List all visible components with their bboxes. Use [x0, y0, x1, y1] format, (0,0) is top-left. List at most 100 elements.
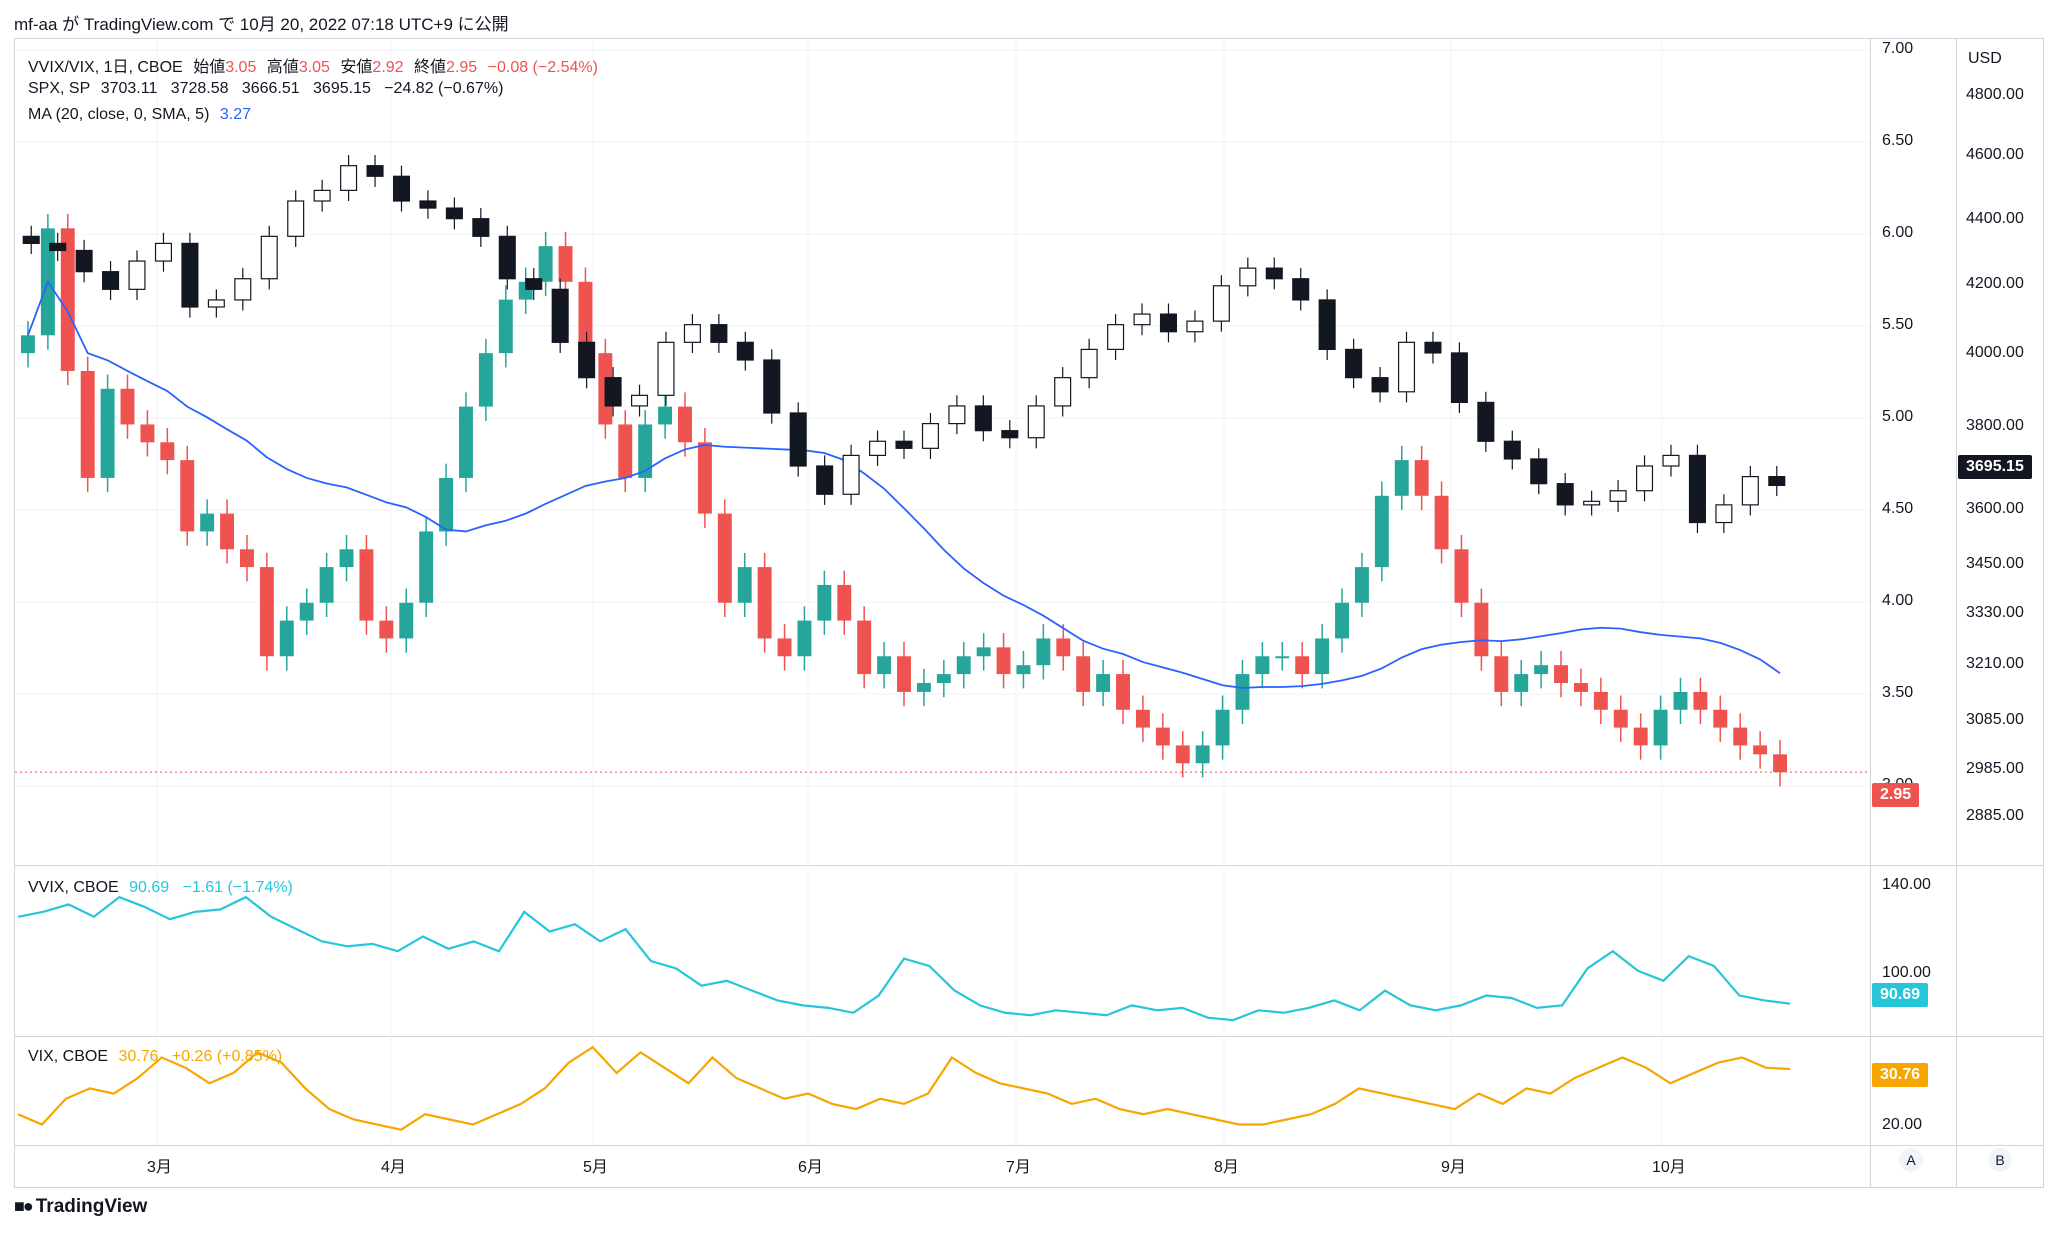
- spx-candle-body: [234, 278, 252, 301]
- ratio-candle-body: [1394, 460, 1409, 496]
- left-price-axis-border: [1870, 38, 1871, 1188]
- ratio-candle-body: [1374, 495, 1389, 568]
- right-tick: 4800.00: [1966, 86, 2024, 103]
- spx-candle-body: [1265, 267, 1283, 280]
- ratio-candle-body: [638, 424, 653, 478]
- left-tick: 6.50: [1882, 132, 1914, 149]
- legend-vix[interactable]: VIX, CBOE 30.76 +0.26 (+0.85%): [28, 1048, 288, 1066]
- spx-candle-body: [604, 377, 622, 407]
- ratio-candle-body: [1713, 709, 1728, 728]
- ratio-candle-body: [717, 513, 732, 603]
- right-tick: 3085.00: [1966, 711, 2024, 728]
- legend-main[interactable]: VVIX/VIX, 1日, CBOE 始値3.05 高値3.05 安値2.92 …: [28, 53, 604, 77]
- spx-candle-body: [1345, 348, 1363, 379]
- auto-scale-button[interactable]: A: [1899, 1148, 1923, 1172]
- vvix-last-price-tag: 90.69: [1872, 983, 1929, 1007]
- spx-candle-body: [1636, 465, 1654, 492]
- month-label: 7月: [1006, 1159, 1031, 1176]
- ratio-candle-body: [1175, 745, 1190, 764]
- ratio-candle-body: [160, 442, 175, 461]
- ratio-candle-body: [1733, 727, 1748, 746]
- legend-spx[interactable]: SPX, SP 3703.11 3728.58 3666.51 3695.15 …: [28, 80, 509, 98]
- ratio-candle-body: [120, 388, 135, 425]
- legend-vvix[interactable]: VVIX, CBOE 90.69 −1.61 (−1.74%): [28, 879, 299, 897]
- spx-candle-body: [102, 271, 120, 290]
- legend-open-value: 3.05: [225, 59, 257, 76]
- spx-candle-body: [551, 288, 569, 343]
- ratio-candle-body: [1056, 638, 1071, 657]
- ratio-candle-body: [200, 513, 215, 532]
- spx-candle-body: [1133, 313, 1151, 326]
- legend-spx-values: 3703.11 3728.58 3666.51 3695.15 −24.82 (…: [100, 80, 504, 97]
- ratio-candle-body: [259, 567, 274, 657]
- month-label: 3月: [147, 1159, 172, 1176]
- settings-b-button[interactable]: B: [1988, 1148, 2012, 1172]
- legend-high-value: 3.05: [298, 59, 330, 76]
- ratio-candle-body: [956, 656, 971, 675]
- spx-candle-body: [22, 235, 40, 244]
- spx-candle-body: [1397, 341, 1416, 393]
- spx-candle-body: [49, 242, 67, 252]
- ratio-candle-body: [20, 335, 35, 354]
- ratio-candle-body: [359, 549, 374, 621]
- spx-candle-body: [128, 260, 146, 290]
- ratio-candle-body: [1255, 656, 1270, 675]
- spx-candle-body: [1186, 320, 1204, 333]
- ratio-candle-body: [1016, 665, 1031, 675]
- spx-candle-body: [789, 412, 807, 467]
- vvix-tick: 100.00: [1882, 964, 1931, 981]
- ratio-candle-body: [1613, 709, 1628, 728]
- legend-close-label: 終値: [414, 59, 447, 76]
- ratio-candle-body: [678, 406, 692, 443]
- ratio-candle-body: [439, 477, 454, 532]
- spx-candle-body: [1450, 352, 1468, 403]
- ratio-candle-body: [1195, 745, 1210, 764]
- right-tick: 4200.00: [1966, 275, 2024, 292]
- legend-ma-value: 3.27: [219, 106, 251, 123]
- ratio-candle-body: [498, 299, 513, 354]
- ratio-candle-body: [1773, 754, 1788, 773]
- ratio-candle-body: [757, 567, 772, 639]
- ratio-candle-body: [578, 281, 593, 354]
- ratio-candle-body: [1573, 683, 1588, 692]
- spx-candle-body: [1107, 324, 1125, 350]
- ratio-candle-body: [239, 549, 254, 568]
- month-label: 8月: [1214, 1159, 1239, 1176]
- time-axis-separator: [14, 1145, 2044, 1146]
- ratio-candle-body: [1335, 602, 1349, 639]
- legend-low-label: 安値: [340, 59, 373, 76]
- left-tick: 7.00: [1882, 40, 1914, 57]
- month-label: 9月: [1441, 1159, 1466, 1176]
- legend-vvix-symbol: VVIX, CBOE: [28, 879, 119, 896]
- month-label: 5月: [583, 1159, 608, 1176]
- pane-separator-1[interactable]: [14, 865, 2044, 866]
- ratio-candle-body: [100, 388, 115, 478]
- pane-separator-2[interactable]: [14, 1036, 2044, 1037]
- spx-candle-body: [1609, 490, 1627, 502]
- spx-candle-body: [1662, 454, 1680, 467]
- spx-candle-body: [1292, 278, 1310, 301]
- ratio-candle-body: [697, 442, 712, 514]
- tradingview-logo[interactable]: ■● TradingView: [14, 1196, 147, 1218]
- right-tick: 3600.00: [1966, 500, 2024, 517]
- spx-candle-body: [763, 359, 781, 414]
- spx-candle-body: [1768, 476, 1786, 487]
- legend-high-label: 高値: [266, 59, 299, 76]
- publisher-line: mf-aa が TradingView.com で 10月 20, 2022 0…: [14, 15, 509, 34]
- ratio-candle-body: [1454, 549, 1469, 603]
- spx-candle-body: [1715, 504, 1733, 524]
- legend-ma[interactable]: MA (20, close, 0, SMA, 5) 3.27: [28, 106, 257, 124]
- ratio-candle-body: [1474, 602, 1489, 657]
- ratio-candle-body: [1693, 691, 1708, 710]
- month-label: 10月: [1652, 1159, 1686, 1176]
- left-tick: 4.50: [1882, 500, 1914, 517]
- ratio-candle-body: [1036, 638, 1051, 666]
- left-tick: 6.00: [1882, 224, 1914, 241]
- legend-change: −0.08 (−2.54%): [487, 59, 598, 76]
- spx-candle-body: [1212, 285, 1230, 322]
- legend-main-symbol: VVIX/VIX, 1日, CBOE: [28, 59, 183, 76]
- ratio-candle-body: [1135, 709, 1150, 728]
- ratio-candle-body: [1633, 727, 1648, 746]
- spx-candle-body: [895, 440, 913, 449]
